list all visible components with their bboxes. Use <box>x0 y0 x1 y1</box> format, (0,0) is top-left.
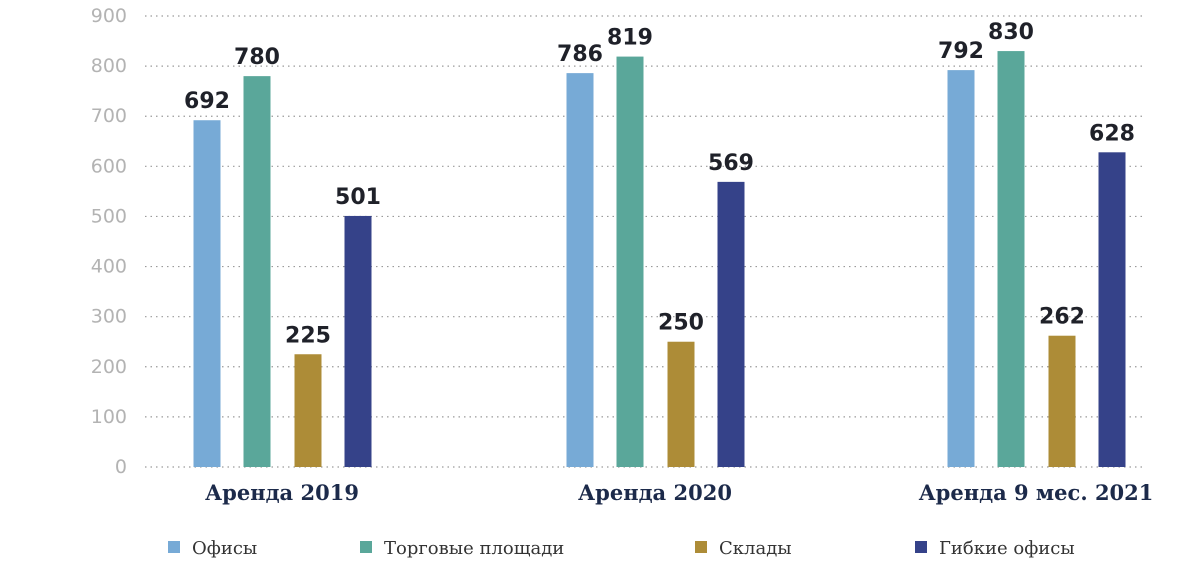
bar <box>1098 152 1126 467</box>
data-label: 780 <box>234 45 280 70</box>
y-tick-label: 600 <box>91 155 127 177</box>
bar <box>294 354 322 467</box>
x-category-label: Аренда 2020 <box>578 480 732 505</box>
y-axis-ticks: 0 100 200 300 400 500 600 700 800 900 <box>91 5 127 478</box>
bar <box>1048 335 1076 467</box>
data-label: 225 <box>285 323 331 348</box>
legend-label: Гибкие офисы <box>939 538 1075 559</box>
bar <box>947 70 975 468</box>
legend-swatch <box>695 541 707 553</box>
legend-swatch <box>168 541 180 553</box>
data-label: 628 <box>1089 121 1135 146</box>
data-label: 830 <box>988 20 1034 45</box>
y-tick-label: 100 <box>91 406 127 428</box>
bar <box>667 341 695 467</box>
legend-swatch <box>360 541 372 553</box>
y-tick-label: 200 <box>91 356 127 378</box>
data-label: 250 <box>658 311 704 336</box>
y-tick-label: 900 <box>91 5 127 27</box>
bar <box>193 120 221 467</box>
y-tick-label: 700 <box>91 105 127 127</box>
bar <box>717 181 745 467</box>
data-label: 692 <box>184 89 230 114</box>
bar <box>344 215 372 467</box>
y-tick-label: 0 <box>115 456 127 478</box>
legend-label: Офисы <box>192 538 257 559</box>
data-label: 501 <box>335 185 381 210</box>
bar <box>566 73 594 468</box>
data-label: 792 <box>938 39 984 64</box>
data-label: 786 <box>557 42 603 67</box>
bar <box>616 56 644 468</box>
bar <box>997 51 1025 467</box>
category-labels: Аренда 2019 Аренда 2020 Аренда 9 мес. 2021 <box>205 480 1153 505</box>
data-label: 819 <box>607 26 653 51</box>
bars <box>193 51 1126 468</box>
legend-swatch <box>915 541 927 553</box>
x-category-label: Аренда 9 мес. 2021 <box>919 480 1154 505</box>
legend-label: Склады <box>719 538 792 559</box>
bar <box>243 76 271 467</box>
data-label: 262 <box>1039 305 1085 330</box>
x-category-label: Аренда 2019 <box>205 480 359 505</box>
y-tick-label: 500 <box>91 205 127 227</box>
data-label: 569 <box>708 151 754 176</box>
y-tick-label: 300 <box>91 306 127 328</box>
y-tick-label: 400 <box>91 256 127 278</box>
y-tick-label: 800 <box>91 55 127 77</box>
legend-label: Торговые площади <box>384 538 564 559</box>
legend: Офисы Торговые площади Склады Гибкие офисы <box>168 538 1075 559</box>
